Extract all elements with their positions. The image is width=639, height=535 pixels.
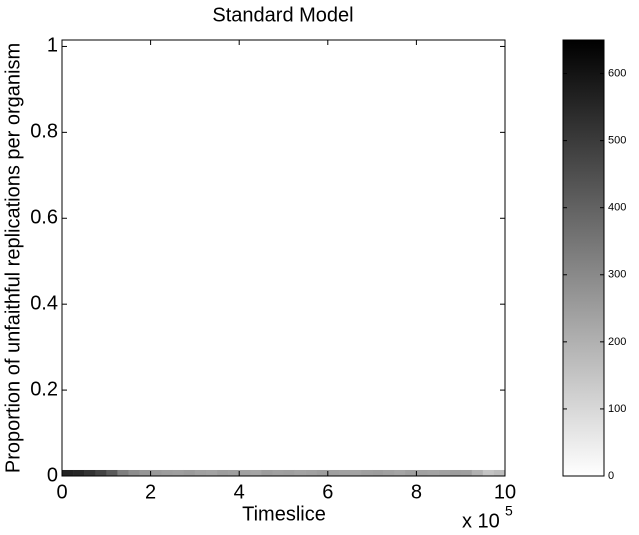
heat-cell <box>383 469 395 476</box>
x-tick-label: 8 <box>411 481 422 503</box>
colorbar-tick-label: 400 <box>608 202 626 214</box>
heat-cell <box>294 469 306 476</box>
heat-cell <box>62 469 74 476</box>
chart-title: Standard Model <box>212 4 353 26</box>
heat-cell <box>73 469 85 476</box>
heat-cell <box>217 469 229 476</box>
colorbar-tick-label: 300 <box>608 269 626 281</box>
heat-cell <box>95 469 107 476</box>
heat-cell <box>460 469 473 476</box>
y-axis-label: Proportion of unfaithful replications pe… <box>2 43 24 473</box>
heat-cell <box>150 469 162 476</box>
heat-cell <box>427 469 439 476</box>
y-tick-label: 0 <box>47 464 58 486</box>
x-tick-label: 4 <box>234 481 245 503</box>
y-tick-label: 0.2 <box>30 378 58 400</box>
heat-cell <box>272 469 284 476</box>
heat-cell <box>372 469 384 476</box>
heat-cell <box>84 469 96 476</box>
colorbar-tick-label: 0 <box>608 470 614 482</box>
colorbar-tick-label: 200 <box>608 336 626 348</box>
heat-cell <box>405 469 417 476</box>
plot-frame <box>61 39 506 477</box>
heat-cell <box>349 469 362 476</box>
heat-cell <box>361 469 373 476</box>
heat-cell <box>183 469 196 476</box>
heat-cell <box>438 469 450 476</box>
heat-cell <box>338 469 351 476</box>
x-tick-label: 0 <box>56 481 67 503</box>
y-tick-label: 1 <box>47 35 58 57</box>
heat-cell <box>316 469 329 476</box>
y-tick-label: 0.6 <box>30 207 58 229</box>
x-tick-label: 10 <box>494 481 516 503</box>
heat-cell <box>416 469 428 476</box>
colorbar <box>562 39 605 477</box>
heat-cell <box>205 469 218 476</box>
heat-cell <box>493 469 506 476</box>
heat-cell <box>161 469 174 476</box>
x-axis-label: Timeslice <box>242 503 326 525</box>
heat-cell <box>449 469 461 476</box>
heat-cell <box>471 469 484 476</box>
y-tick-label: 0.4 <box>30 292 58 314</box>
x-tick-label: 6 <box>322 481 333 503</box>
heat-cell <box>172 469 185 476</box>
heat-cell <box>194 469 207 476</box>
x-tick-label: 2 <box>145 481 156 503</box>
heat-cell <box>327 469 340 476</box>
heat-cell <box>283 469 295 476</box>
heat-cell <box>250 469 262 476</box>
heat-cell <box>261 469 273 476</box>
colorbar-tick-label: 100 <box>608 403 626 415</box>
heat-cell <box>394 469 406 476</box>
heat-cell <box>482 469 495 476</box>
colorbar-tick-label: 500 <box>608 135 626 147</box>
heat-cell <box>128 469 140 476</box>
heat-cell <box>228 469 240 476</box>
x-offset-label: x 10 <box>462 510 500 532</box>
y-tick-label: 0.8 <box>30 121 58 143</box>
heat-cell <box>106 469 118 476</box>
colorbar-tick-label: 600 <box>608 67 626 79</box>
heat-cell <box>117 469 129 476</box>
heat-cell <box>305 469 318 476</box>
heat-cell <box>239 469 251 476</box>
x-offset-exponent: 5 <box>505 503 513 519</box>
heat-cell <box>139 469 151 476</box>
